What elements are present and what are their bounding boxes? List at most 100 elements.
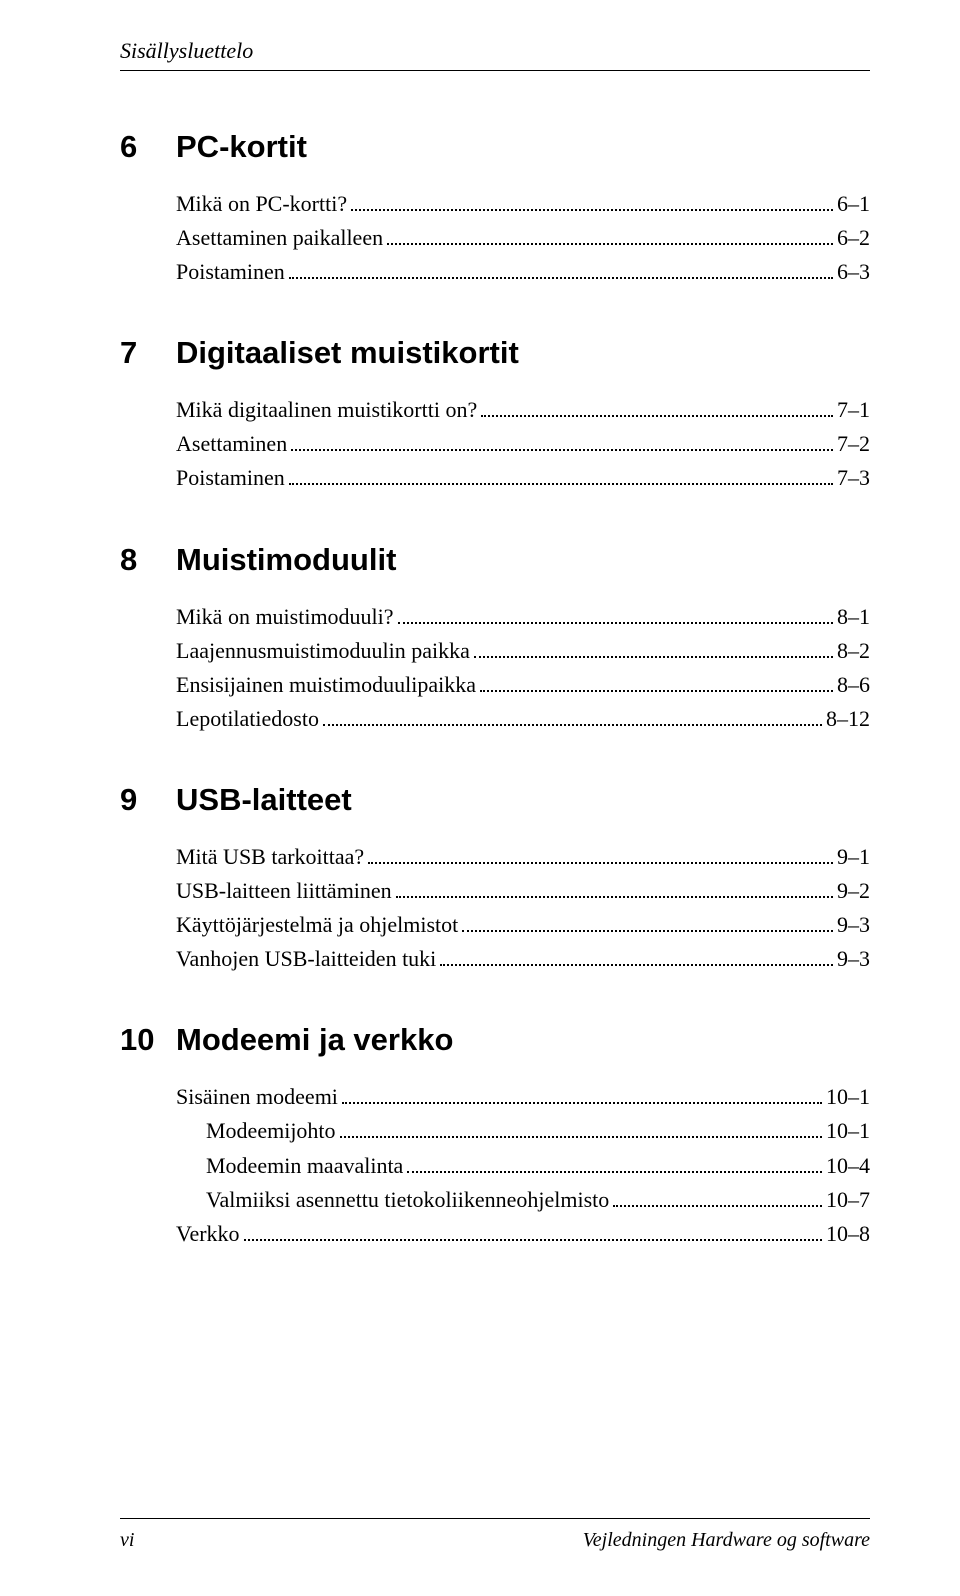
chapter-title: USB-laitteet [176, 782, 870, 818]
toc-entry: Modeemijohto10–1 [176, 1114, 870, 1148]
toc-leader-dots [480, 672, 833, 692]
toc-entry-page: 6–1 [837, 187, 870, 221]
toc-leader-dots [474, 638, 833, 658]
chapter-heading: 6PC-kortit [120, 129, 870, 165]
toc-entry-label: Käyttöjärjestelmä ja ohjelmistot [176, 908, 458, 942]
toc-entry-label: Modeemin maavalinta [206, 1149, 403, 1183]
toc-entry: Käyttöjärjestelmä ja ohjelmistot 9–3 [176, 908, 870, 942]
toc-entries: Mitä USB tarkoittaa?9–1USB-laitteen liit… [120, 840, 870, 976]
toc-leader-dots [440, 946, 833, 966]
toc-entries: Mikä on muistimoduuli?8–1Laajennusmuisti… [120, 600, 870, 736]
footer: vi Vejledningen Hardware og software [0, 1518, 960, 1552]
toc-entry-page: 10–1 [826, 1114, 870, 1148]
toc-entry-label: Laajennusmuistimoduulin paikka [176, 634, 470, 668]
toc-entry: Sisäinen modeemi 10–1 [176, 1080, 870, 1114]
toc-leader-dots [342, 1085, 822, 1105]
chapter-number: 9 [120, 782, 176, 818]
footer-doc-title: Vejledningen Hardware og software [583, 1529, 870, 1552]
toc-entry-page: 10–1 [826, 1080, 870, 1114]
toc-entry: Valmiiksi asennettu tietokoliikenneohjel… [176, 1183, 870, 1217]
toc-entry: Mikä on muistimoduuli? 8–1 [176, 600, 870, 634]
toc-entry-page: 10–8 [826, 1217, 870, 1251]
toc-chapter: 10Modeemi ja verkkoSisäinen modeemi10–1M… [120, 1022, 870, 1250]
chapter-number: 10 [120, 1022, 176, 1058]
toc-leader-dots [244, 1221, 822, 1241]
chapter-number: 7 [120, 335, 176, 371]
toc-leader-dots [462, 912, 833, 932]
toc-entry: Modeemin maavalinta10–4 [176, 1149, 870, 1183]
toc-entry-label: Sisäinen modeemi [176, 1080, 338, 1114]
toc-entry-label: Mikä on PC-kortti? [176, 187, 347, 221]
toc-entry-page: 7–2 [837, 427, 870, 461]
toc-leader-dots [323, 706, 822, 726]
running-header: Sisällysluettelo [120, 38, 870, 64]
toc-entry: Asettaminen paikalleen 6–2 [176, 221, 870, 255]
toc-leader-dots [613, 1187, 822, 1207]
toc-entry-label: Valmiiksi asennettu tietokoliikenneohjel… [206, 1183, 609, 1217]
toc-entry-page: 8–1 [837, 600, 870, 634]
toc-entry: Verkko 10–8 [176, 1217, 870, 1251]
toc-entry-page: 7–1 [837, 393, 870, 427]
footer-page-number: vi [120, 1529, 134, 1552]
toc-entries: Sisäinen modeemi 10–1Modeemijohto10–1Mode… [120, 1080, 870, 1250]
toc-leader-dots [351, 191, 833, 211]
toc-leader-dots [289, 259, 833, 279]
toc-entry-label: Mikä on muistimoduuli? [176, 600, 394, 634]
toc-entry: Lepotilatiedosto8–12 [176, 702, 870, 736]
chapter-title: Muistimoduulit [176, 542, 870, 578]
toc-entry: Laajennusmuistimoduulin paikka 8–2 [176, 634, 870, 668]
footer-rule [120, 1518, 870, 1519]
chapter-title: Digitaaliset muistikortit [176, 335, 870, 371]
toc-entry: Mitä USB tarkoittaa? 9–1 [176, 840, 870, 874]
toc-entry-page: 8–2 [837, 634, 870, 668]
toc-entry: Poistaminen 6–3 [176, 255, 870, 289]
chapter-number: 8 [120, 542, 176, 578]
toc-leader-dots [407, 1153, 822, 1173]
toc-entry: Mikä on PC-kortti? 6–1 [176, 187, 870, 221]
toc-entry: Poistaminen 7–3 [176, 461, 870, 495]
toc-entry-label: Poistaminen [176, 255, 285, 289]
toc-leader-dots [396, 878, 833, 898]
toc-chapter: 7Digitaaliset muistikortit Mikä digitaali… [120, 335, 870, 495]
chapter-number: 6 [120, 129, 176, 165]
toc-entry-label: Vanhojen USB-laitteiden tuki [176, 942, 436, 976]
toc-chapter: 8Muistimoduulit Mikä on muistimoduuli? 8–1… [120, 542, 870, 736]
toc-entry: Asettaminen 7–2 [176, 427, 870, 461]
toc-entry-label: Verkko [176, 1217, 240, 1251]
toc-leader-dots [291, 432, 833, 452]
header-rule [120, 70, 870, 71]
toc-leader-dots [398, 604, 833, 624]
toc-entry-page: 6–2 [837, 221, 870, 255]
toc-entry-label: Mitä USB tarkoittaa? [176, 840, 364, 874]
toc-entry-page: 9–3 [837, 942, 870, 976]
chapter-heading: 10Modeemi ja verkko [120, 1022, 870, 1058]
toc-chapter: 6PC-kortitMikä on PC-kortti?6–1Asettamin… [120, 129, 870, 289]
toc-entry-page: 7–3 [837, 461, 870, 495]
toc-leader-dots [289, 466, 833, 486]
toc-entry-label: Mikä digitaalinen muistikortti on? [176, 393, 477, 427]
toc-entry-page: 10–7 [826, 1183, 870, 1217]
toc-leader-dots [340, 1119, 822, 1139]
toc-entry: Ensisijainen muistimoduulipaikka 8–6 [176, 668, 870, 702]
toc-entry-label: Asettaminen paikalleen [176, 221, 383, 255]
toc-entry-page: 9–1 [837, 840, 870, 874]
toc-entry: Vanhojen USB-laitteiden tuki 9–3 [176, 942, 870, 976]
chapter-heading: 7Digitaaliset muistikortit [120, 335, 870, 371]
toc-chapter: 9USB-laitteet Mitä USB tarkoittaa? 9–1 USB-… [120, 782, 870, 976]
toc-entry-page: 9–3 [837, 908, 870, 942]
chapter-heading: 8Muistimoduulit [120, 542, 870, 578]
toc-entry-label: Asettaminen [176, 427, 287, 461]
toc-entries: Mikä digitaalinen muistikortti on?7–1Ase… [120, 393, 870, 495]
toc-entry-label: Ensisijainen muistimoduulipaikka [176, 668, 476, 702]
toc-leader-dots [387, 225, 833, 245]
toc-entries: Mikä on PC-kortti?6–1Asettaminen paikall… [120, 187, 870, 289]
chapter-heading: 9USB-laitteet [120, 782, 870, 818]
toc-entry-label: Poistaminen [176, 461, 285, 495]
toc-leader-dots [481, 397, 833, 417]
toc-entry-page: 6–3 [837, 255, 870, 289]
chapter-title: PC-kortit [176, 129, 870, 165]
toc-entry: Mikä digitaalinen muistikortti on? 7–1 [176, 393, 870, 427]
toc-entry-page: 8–6 [837, 668, 870, 702]
toc-entry-label: Lepotilatiedosto [176, 702, 319, 736]
chapter-title: Modeemi ja verkko [176, 1022, 870, 1058]
